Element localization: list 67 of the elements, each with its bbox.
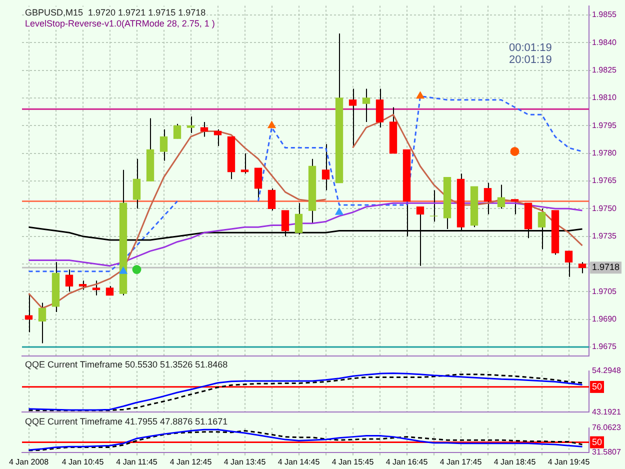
chart-title: GBPUSD,M15 1.9720 1.9721 1.9715 1.9718 (25, 7, 206, 18)
y-tick-label: 1.9840 (592, 38, 618, 47)
x-tick-label: 4 Jan 17:45 (440, 457, 482, 466)
annotation: 20:01:19 (509, 54, 552, 66)
y-tick-label: 1.9705 (592, 286, 618, 296)
x-tick-label: 4 Jan 18:45 (494, 457, 536, 466)
ref-line-label: 50 (592, 381, 602, 392)
x-tick-label: 4 Jan 14:45 (278, 457, 320, 466)
y-tick-label: 1.9810 (592, 93, 618, 102)
candlestick (254, 168, 262, 198)
y-tick-label: 31.5807 (592, 448, 622, 457)
y-tick-label: 1.9735 (592, 232, 618, 241)
point (510, 146, 520, 156)
y-tick-label: 1.9690 (592, 314, 618, 324)
candlestick (132, 158, 141, 210)
ref-line-label: 1.9718 (592, 262, 620, 272)
candlestick (214, 128, 222, 146)
point (268, 121, 276, 128)
candlestick (106, 286, 114, 296)
candlestick (348, 88, 357, 146)
point (416, 92, 424, 99)
y-tick-label: 1.9675 (592, 342, 618, 352)
y-tick-label: 1.9750 (592, 204, 618, 213)
candlestick (240, 152, 249, 174)
candlestick (200, 121, 208, 138)
candlestick (376, 88, 384, 128)
candlestick (92, 280, 100, 296)
x-tick-label: 4 Jan 19:45 (548, 457, 590, 466)
candlestick (510, 198, 519, 215)
x-tick-label: 4 Jan 2008 (8, 457, 50, 466)
x-tick-label: 4 Jan 15:45 (332, 457, 374, 466)
candlestick (24, 292, 33, 333)
candlestick (268, 188, 276, 212)
point (119, 266, 128, 274)
candlestick (564, 250, 573, 278)
x-tick-label: 4 Jan 12:45 (170, 457, 212, 466)
candlestick (78, 280, 87, 290)
chart-title: QQE Current Timeframe 41.7955 47.8876 51.1671 (25, 416, 228, 426)
candlestick (38, 302, 46, 344)
point (132, 265, 142, 274)
y-tick-label: 1.9795 (592, 120, 618, 130)
y-tick-label: 1.9825 (592, 66, 618, 75)
candlestick (578, 262, 586, 274)
candlestick (173, 123, 182, 140)
candlestick (322, 144, 330, 191)
y-tick-label: 54.2948 (592, 366, 622, 376)
x-tick-label: 4 Jan 10:45 (62, 457, 104, 466)
ref-line-label: 50 (592, 436, 602, 447)
y-tick-label: 1.9765 (592, 176, 618, 186)
candlestick (65, 269, 74, 292)
y-tick-label: 76.0623 (592, 423, 622, 432)
candlestick (362, 88, 370, 122)
x-tick-label: 4 Jan 13:45 (224, 457, 266, 466)
x-tick-label: 4 Jan 11:45 (116, 457, 158, 466)
candlestick (430, 190, 438, 222)
point (335, 208, 344, 215)
y-tick-label: 1.9855 (592, 10, 618, 20)
text: LevelStop-Reverse-v1.0(ATRMode 28, 2.75, 1 ) (25, 18, 215, 28)
candlestick (160, 128, 168, 162)
y-tick-label: 43.1921 (592, 407, 622, 416)
candlestick (484, 182, 492, 215)
candlestick (497, 184, 506, 210)
y-tick-label: 1.9780 (592, 148, 618, 158)
chart-title: QQE Current Timeframe 50.5530 51.3526 51.8468 (25, 359, 228, 370)
annotation: 00:01:19 (509, 42, 552, 54)
x-tick-label: 4 Jan 16:45 (386, 457, 428, 466)
candlestick (186, 116, 195, 134)
